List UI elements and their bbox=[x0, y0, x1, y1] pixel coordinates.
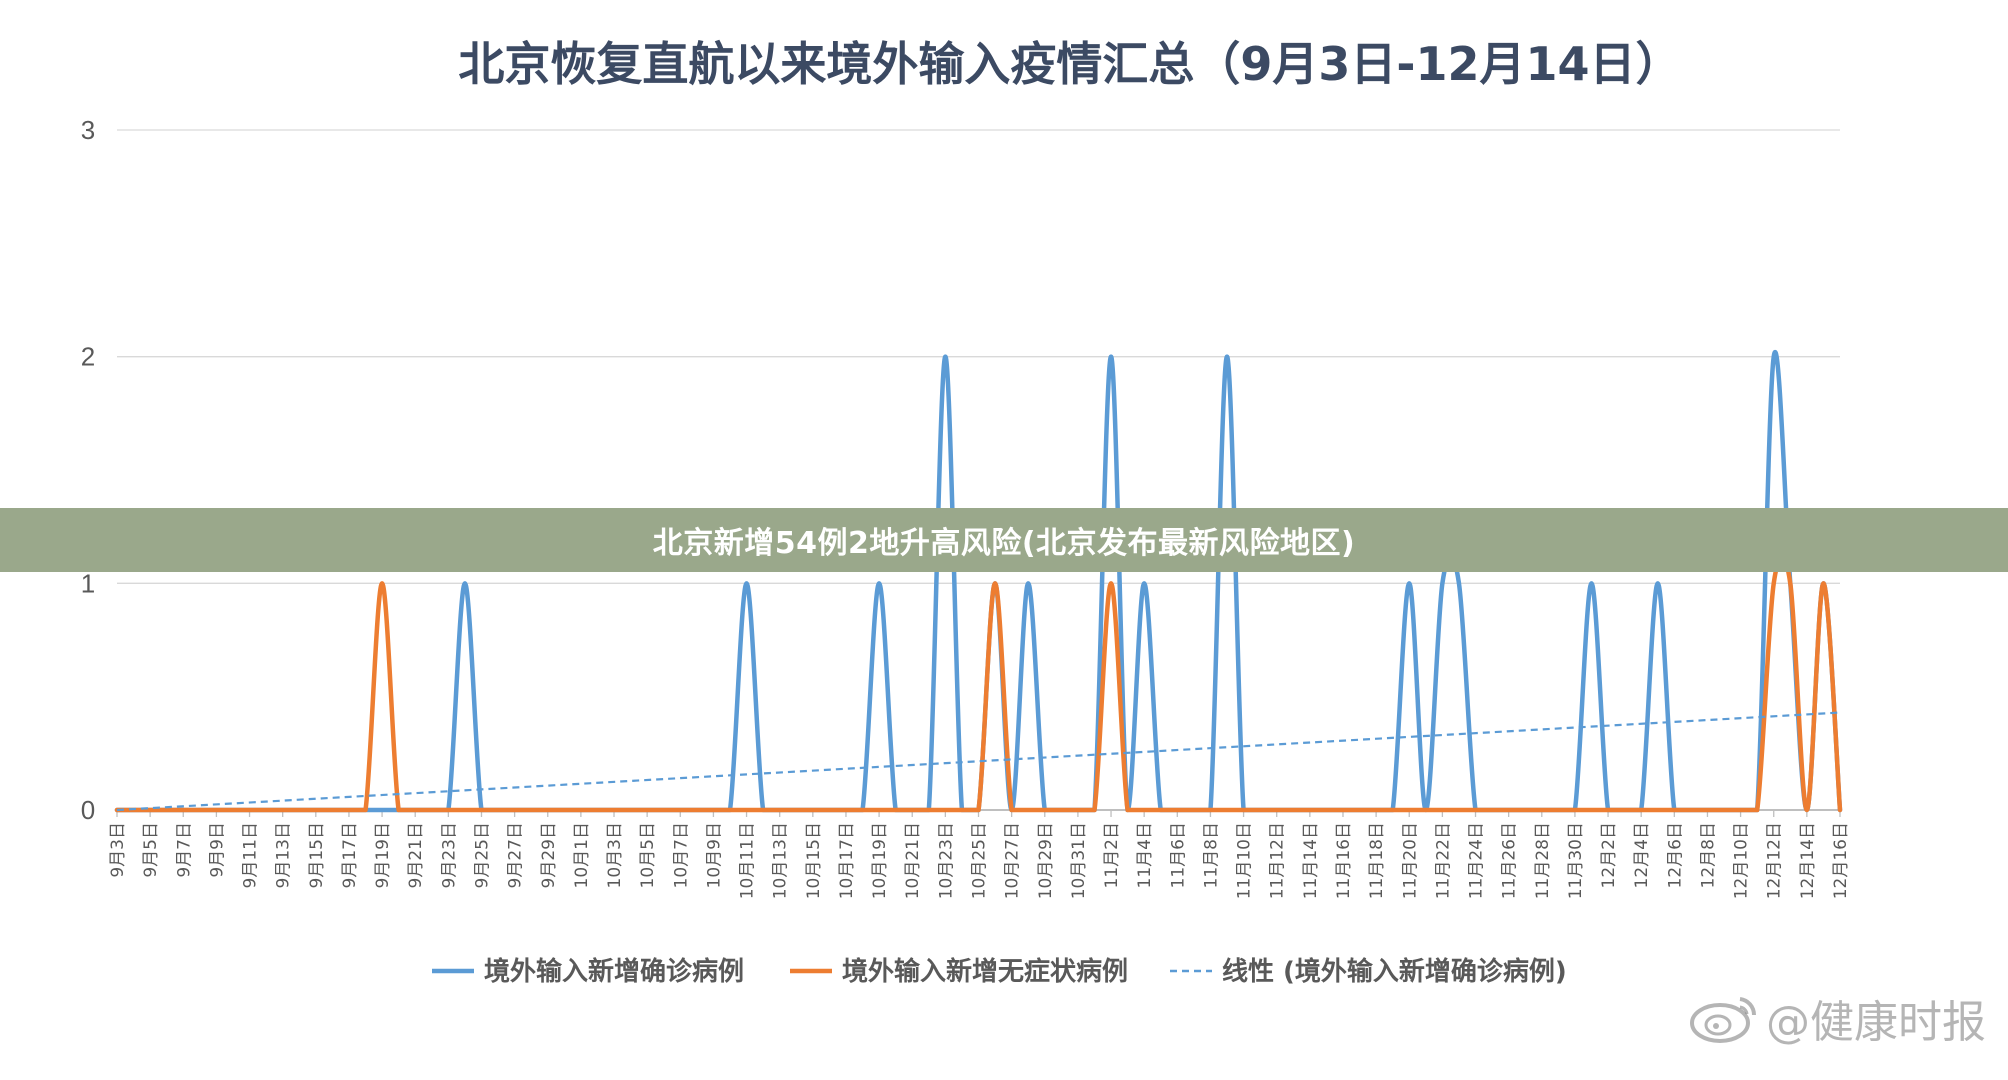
x-tick-label: 11月16日 bbox=[1334, 822, 1354, 899]
x-tick-label: 10月21日 bbox=[903, 822, 923, 899]
x-tick-label: 10月3日 bbox=[605, 822, 625, 888]
x-tick-label: 9月23日 bbox=[439, 822, 459, 888]
confirmed-series-line bbox=[114, 350, 1843, 813]
x-tick-label: 9月25日 bbox=[472, 822, 492, 888]
x-tick-label: 9月29日 bbox=[539, 822, 559, 888]
x-tick-label: 12月8日 bbox=[1698, 822, 1718, 888]
x-tick-label: 10月29日 bbox=[1036, 822, 1056, 899]
x-tick-label: 10月27日 bbox=[1003, 822, 1023, 899]
x-tick-label: 11月26日 bbox=[1500, 822, 1520, 899]
x-tick-label: 9月19日 bbox=[373, 822, 393, 888]
legend-label: 境外输入新增确诊病例 bbox=[484, 956, 744, 987]
x-tick-label: 10月13日 bbox=[771, 822, 791, 899]
x-tick-label: 12月14日 bbox=[1798, 822, 1818, 899]
y-tick-label: 3 bbox=[81, 115, 95, 145]
weibo-icon bbox=[1690, 997, 1757, 1043]
x-tick-label: 12月10日 bbox=[1732, 822, 1752, 899]
headline-text: 北京新增54例2地升高风险(北京发布最新风险地区) bbox=[652, 526, 1356, 561]
watermark-text: @健康时报 bbox=[1766, 997, 1986, 1048]
x-tick-label: 10月5日 bbox=[638, 822, 658, 888]
x-tick-label: 11月28日 bbox=[1533, 822, 1553, 899]
x-tick-label: 10月11日 bbox=[738, 822, 758, 899]
x-tick-label: 10月17日 bbox=[837, 822, 857, 899]
x-tick-label: 12月12日 bbox=[1765, 822, 1785, 899]
x-tick-label: 11月6日 bbox=[1168, 822, 1188, 888]
x-tick-label: 10月15日 bbox=[804, 822, 824, 899]
legend-label: 线性 (境外输入新增确诊病例) bbox=[1222, 956, 1567, 987]
y-tick-label: 0 bbox=[81, 795, 95, 825]
x-tick-label: 10月7日 bbox=[671, 822, 691, 888]
x-tick-label: 11月30日 bbox=[1566, 822, 1586, 899]
x-tick-label: 9月11日 bbox=[241, 822, 261, 888]
legend: 境外输入新增确诊病例 境外输入新增无症状病例 线性 (境外输入新增确诊病例) bbox=[432, 956, 1567, 987]
x-tick-label: 10月23日 bbox=[936, 822, 956, 899]
x-tick-label: 12月6日 bbox=[1665, 822, 1685, 888]
x-tick-label: 10月31日 bbox=[1069, 822, 1089, 899]
x-tick-label: 11月20日 bbox=[1400, 822, 1420, 899]
x-tick-label: 12月16日 bbox=[1831, 822, 1851, 899]
headline-banner: 北京新增54例2地升高风险(北京发布最新风险地区) bbox=[0, 508, 2008, 572]
x-tick-label: 9月27日 bbox=[506, 822, 526, 888]
y-tick-label: 2 bbox=[81, 342, 95, 372]
x-tick-label: 10月25日 bbox=[970, 822, 990, 899]
x-tick-label: 11月4日 bbox=[1135, 822, 1155, 888]
x-tick-label: 9月17日 bbox=[340, 822, 360, 888]
x-axis: 9月3日 9月5日 9月7日 9月9日 9月11日 9月13日 9月15日 9月17日 9月19… bbox=[108, 810, 1851, 899]
x-tick-label: 11月24日 bbox=[1467, 822, 1487, 899]
x-tick-label: 11月18日 bbox=[1367, 822, 1387, 899]
watermark: @健康时报 bbox=[1688, 986, 1986, 1050]
asymptomatic-series-line bbox=[114, 554, 1843, 813]
x-tick-label: 9月21日 bbox=[406, 822, 426, 888]
x-tick-label: 12月2日 bbox=[1599, 822, 1619, 888]
x-tick-label: 9月13日 bbox=[274, 822, 294, 888]
y-tick-label: 1 bbox=[81, 568, 95, 598]
chart-title: 北京恢复直航以来境外输入疫情汇总（9月3日-12月14日） bbox=[458, 37, 1681, 91]
series-layer bbox=[114, 350, 1843, 813]
x-tick-label: 9月3日 bbox=[108, 822, 128, 878]
x-tick-label: 12月4日 bbox=[1632, 822, 1652, 888]
x-tick-label: 11月8日 bbox=[1201, 822, 1221, 888]
y-axis: 0 1 2 3 bbox=[81, 115, 95, 825]
x-tick-label: 10月19日 bbox=[870, 822, 890, 899]
x-tick-label: 11月14日 bbox=[1301, 822, 1321, 899]
x-tick-label: 9月5日 bbox=[141, 822, 161, 878]
x-tick-label: 9月7日 bbox=[174, 822, 194, 878]
x-tick-label: 11月2日 bbox=[1102, 822, 1122, 888]
x-tick-label: 11月12日 bbox=[1268, 822, 1288, 899]
x-tick-label: 9月15日 bbox=[307, 822, 327, 888]
legend-label: 境外输入新增无症状病例 bbox=[842, 956, 1128, 987]
x-tick-label: 9月9日 bbox=[207, 822, 227, 878]
x-tick-label: 11月10日 bbox=[1235, 822, 1255, 899]
x-tick-label: 10月1日 bbox=[572, 822, 592, 888]
x-tick-label: 11月22日 bbox=[1433, 822, 1453, 899]
x-tick-label: 10月9日 bbox=[704, 822, 724, 888]
